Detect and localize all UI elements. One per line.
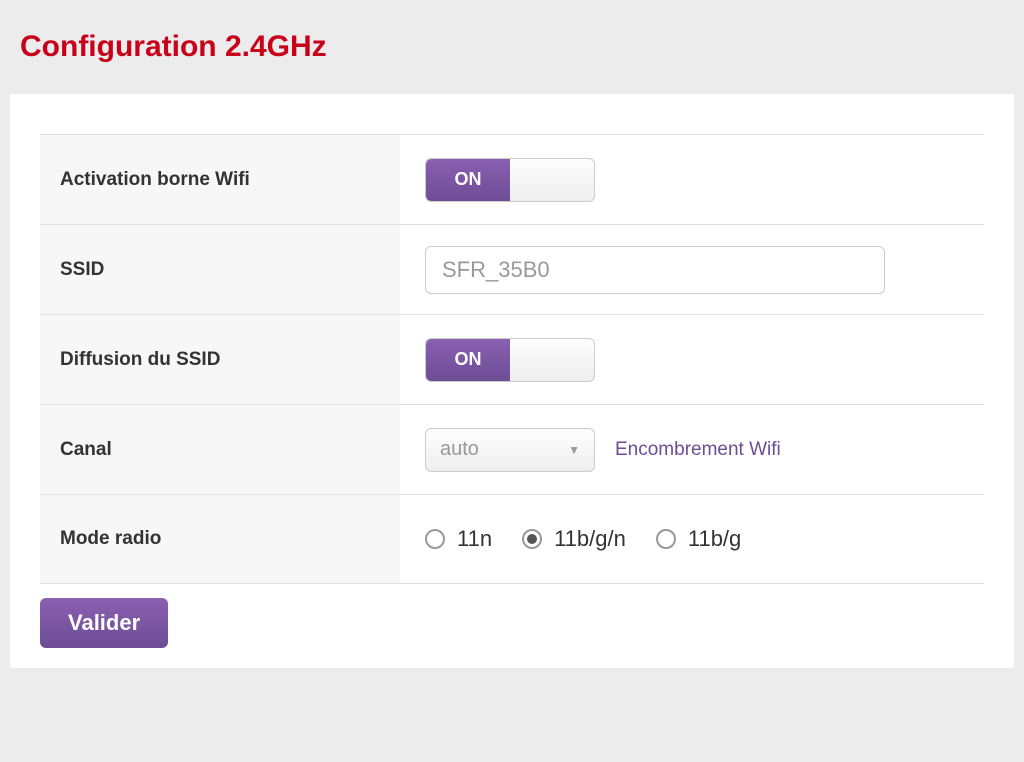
toggle-diffusion-off: [510, 339, 594, 381]
canal-select-value: auto: [440, 438, 479, 461]
radio-circle-11n: [425, 529, 445, 549]
toggle-activation-off: [510, 159, 594, 201]
radio-group-mode: 11n 11b/g/n 11b/g: [425, 526, 741, 552]
ssid-input[interactable]: [425, 246, 885, 294]
radio-11n[interactable]: 11n: [425, 526, 492, 552]
radio-label-11n: 11n: [457, 526, 492, 552]
row-canal: Canal auto ▼ Encombrement Wifi: [40, 404, 984, 494]
control-activation: ON: [400, 138, 984, 222]
chevron-down-icon: ▼: [568, 443, 580, 457]
toggle-activation-on: ON: [426, 159, 510, 201]
row-diffusion: Diffusion du SSID ON: [40, 314, 984, 404]
radio-circle-11bgn: [522, 529, 542, 549]
row-mode-radio: Mode radio 11n 11b/g/n 11b/g: [40, 494, 984, 584]
config-panel: Activation borne Wifi ON SSID Diffusion …: [10, 94, 1014, 668]
radio-label-11bg: 11b/g: [688, 526, 741, 552]
radio-circle-11bg: [656, 529, 676, 549]
valider-button[interactable]: Valider: [40, 598, 168, 648]
control-diffusion: ON: [400, 318, 984, 402]
canal-select[interactable]: auto ▼: [425, 428, 595, 472]
label-diffusion: Diffusion du SSID: [40, 315, 400, 404]
label-ssid: SSID: [40, 225, 400, 314]
page-title: Configuration 2.4GHz: [0, 0, 1024, 94]
label-canal: Canal: [40, 405, 400, 494]
encombrement-link[interactable]: Encombrement Wifi: [615, 439, 781, 461]
control-mode-radio: 11n 11b/g/n 11b/g: [400, 506, 984, 572]
radio-11bg[interactable]: 11b/g: [656, 526, 741, 552]
toggle-diffusion-on: ON: [426, 339, 510, 381]
row-activation: Activation borne Wifi ON: [40, 134, 984, 224]
radio-11bgn[interactable]: 11b/g/n: [522, 526, 626, 552]
toggle-activation[interactable]: ON: [425, 158, 595, 202]
control-canal: auto ▼ Encombrement Wifi: [400, 408, 984, 492]
toggle-diffusion[interactable]: ON: [425, 338, 595, 382]
row-ssid: SSID: [40, 224, 984, 314]
label-mode-radio: Mode radio: [40, 495, 400, 583]
radio-label-11bgn: 11b/g/n: [554, 526, 626, 552]
label-activation: Activation borne Wifi: [40, 135, 400, 224]
control-ssid: [400, 226, 984, 314]
